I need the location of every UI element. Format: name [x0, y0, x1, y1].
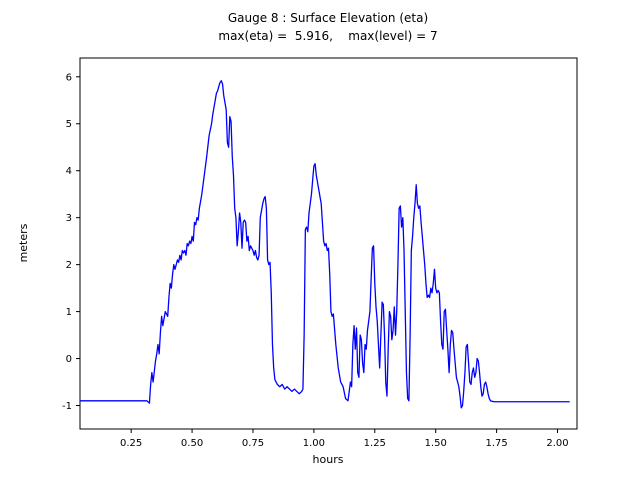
x-tick-label: 0.25: [120, 438, 142, 449]
y-tick-label: 5: [66, 119, 72, 130]
x-axis-ticks: 0.25 0.50 0.75 1.00 1.25 1.50 1.75 2.00: [120, 429, 569, 449]
x-axis-label: hours: [313, 453, 344, 466]
y-tick-label: -1: [62, 401, 72, 412]
chart-subtitle: max(eta) = 5.916, max(level) = 7: [218, 29, 437, 43]
chart-title: Gauge 8 : Surface Elevation (eta): [228, 11, 428, 25]
eta-series-line: [80, 80, 570, 409]
y-tick-label: 1: [66, 307, 72, 318]
x-tick-label: 2.00: [546, 438, 568, 449]
y-tick-label: 2: [66, 260, 72, 271]
x-tick-label: 1.75: [485, 438, 507, 449]
plot-border: [79, 57, 578, 430]
y-tick-label: 3: [66, 213, 72, 224]
x-tick-label: 1.25: [364, 438, 386, 449]
y-axis-label: meters: [17, 223, 30, 262]
y-tick-label: 6: [66, 72, 72, 83]
y-axis-ticks: -1 0 1 2 3 4 5 6: [62, 72, 80, 412]
y-tick-label: 0: [66, 354, 72, 365]
x-tick-label: 1.50: [425, 438, 447, 449]
y-tick-label: 4: [66, 166, 72, 177]
x-tick-label: 1.00: [303, 438, 325, 449]
x-tick-label: 0.50: [181, 438, 203, 449]
x-tick-label: 0.75: [242, 438, 264, 449]
